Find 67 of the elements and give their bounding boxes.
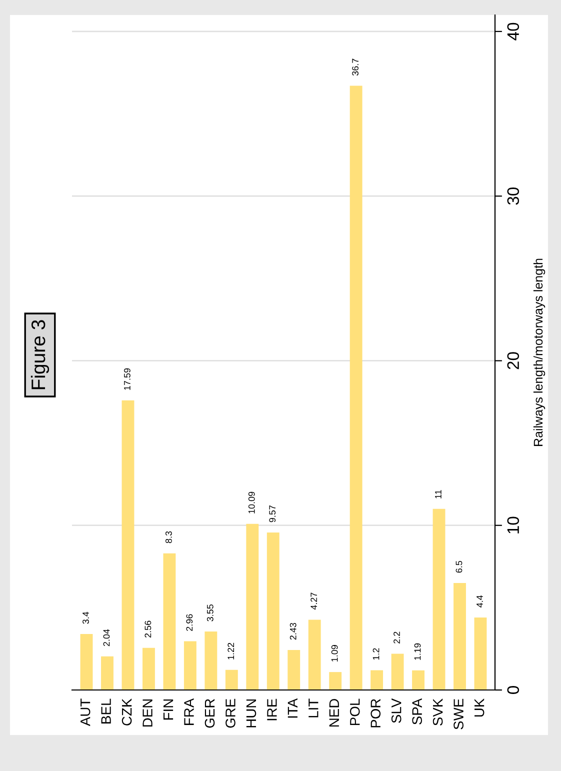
bar	[163, 553, 176, 690]
x-tick-label: UK	[474, 698, 484, 717]
bar	[266, 532, 280, 690]
x-tick-label: BEL	[101, 698, 111, 724]
data-label: 3.4	[82, 612, 89, 624]
bar	[432, 508, 446, 690]
data-label: 17.59	[124, 368, 130, 390]
data-label: 2.56	[144, 620, 152, 638]
bar	[308, 620, 321, 690]
y-tick-label: 40	[507, 22, 520, 40]
data-label: 1.2	[372, 648, 380, 660]
x-tick-label: FIN	[163, 699, 174, 720]
x-tick-label: CZK	[122, 698, 132, 726]
x-tick-label: ITA	[288, 698, 298, 718]
x-tick-label: AUT	[80, 698, 90, 726]
data-label: 11	[435, 490, 442, 498]
bar	[454, 582, 466, 690]
x-tick-label: SVK	[432, 698, 443, 726]
data-label: 1.19	[414, 643, 421, 660]
x-tick-label: DEN	[142, 699, 152, 727]
x-tick-label: FRA	[184, 698, 194, 725]
y-tick-label: 0	[507, 686, 520, 694]
bar	[122, 400, 134, 690]
data-label: 4.27	[310, 592, 317, 610]
x-tick-label: SLV	[391, 698, 402, 723]
x-tick-label: HUN	[246, 699, 256, 728]
data-label: 2.2	[394, 632, 400, 644]
x-tick-label: SPA	[412, 698, 422, 724]
bar	[142, 648, 155, 690]
bar	[350, 86, 362, 690]
bar	[474, 618, 487, 690]
x-tick-label: GER	[204, 698, 215, 728]
x-tick-label: SWE	[454, 698, 464, 730]
bar	[101, 656, 114, 690]
bar	[329, 672, 342, 690]
data-label: 1.09	[331, 645, 338, 662]
y-tick-label: 20	[507, 352, 520, 370]
data-label: 36.7	[352, 58, 358, 76]
data-label: 2.43	[290, 622, 296, 640]
bar	[412, 670, 424, 690]
x-tick-label: NED	[329, 699, 339, 727]
bar	[225, 670, 238, 690]
x-tick-label: LIT	[308, 698, 318, 718]
text: Figure 3	[30, 320, 50, 390]
bar	[370, 670, 384, 690]
bar	[391, 654, 404, 690]
bar	[184, 641, 196, 690]
y-tick-label: 30	[507, 187, 520, 205]
data-label: 9.57	[269, 505, 276, 522]
data-label: 3.55	[206, 604, 214, 622]
data-label: 2.04	[103, 629, 110, 646]
x-tick-label: GRE	[226, 698, 236, 728]
bar	[288, 650, 300, 690]
data-label: 2.96	[186, 614, 193, 631]
y-axis-title: Railways length/motorways length	[533, 258, 546, 446]
x-tick-label: IRE	[267, 698, 277, 720]
x-tick-label: POL	[350, 698, 360, 725]
data-label: 6.5	[456, 560, 462, 573]
x-tick-label: POR	[370, 698, 381, 728]
data-label: 8.3	[165, 531, 172, 544]
data-label: 4.4	[476, 595, 483, 608]
data-label: 10.09	[248, 492, 255, 514]
bar	[246, 524, 259, 690]
bar	[80, 634, 93, 690]
y-tick-label: 10	[507, 516, 520, 534]
bar	[204, 632, 218, 690]
data-label: 1.22	[228, 642, 234, 660]
